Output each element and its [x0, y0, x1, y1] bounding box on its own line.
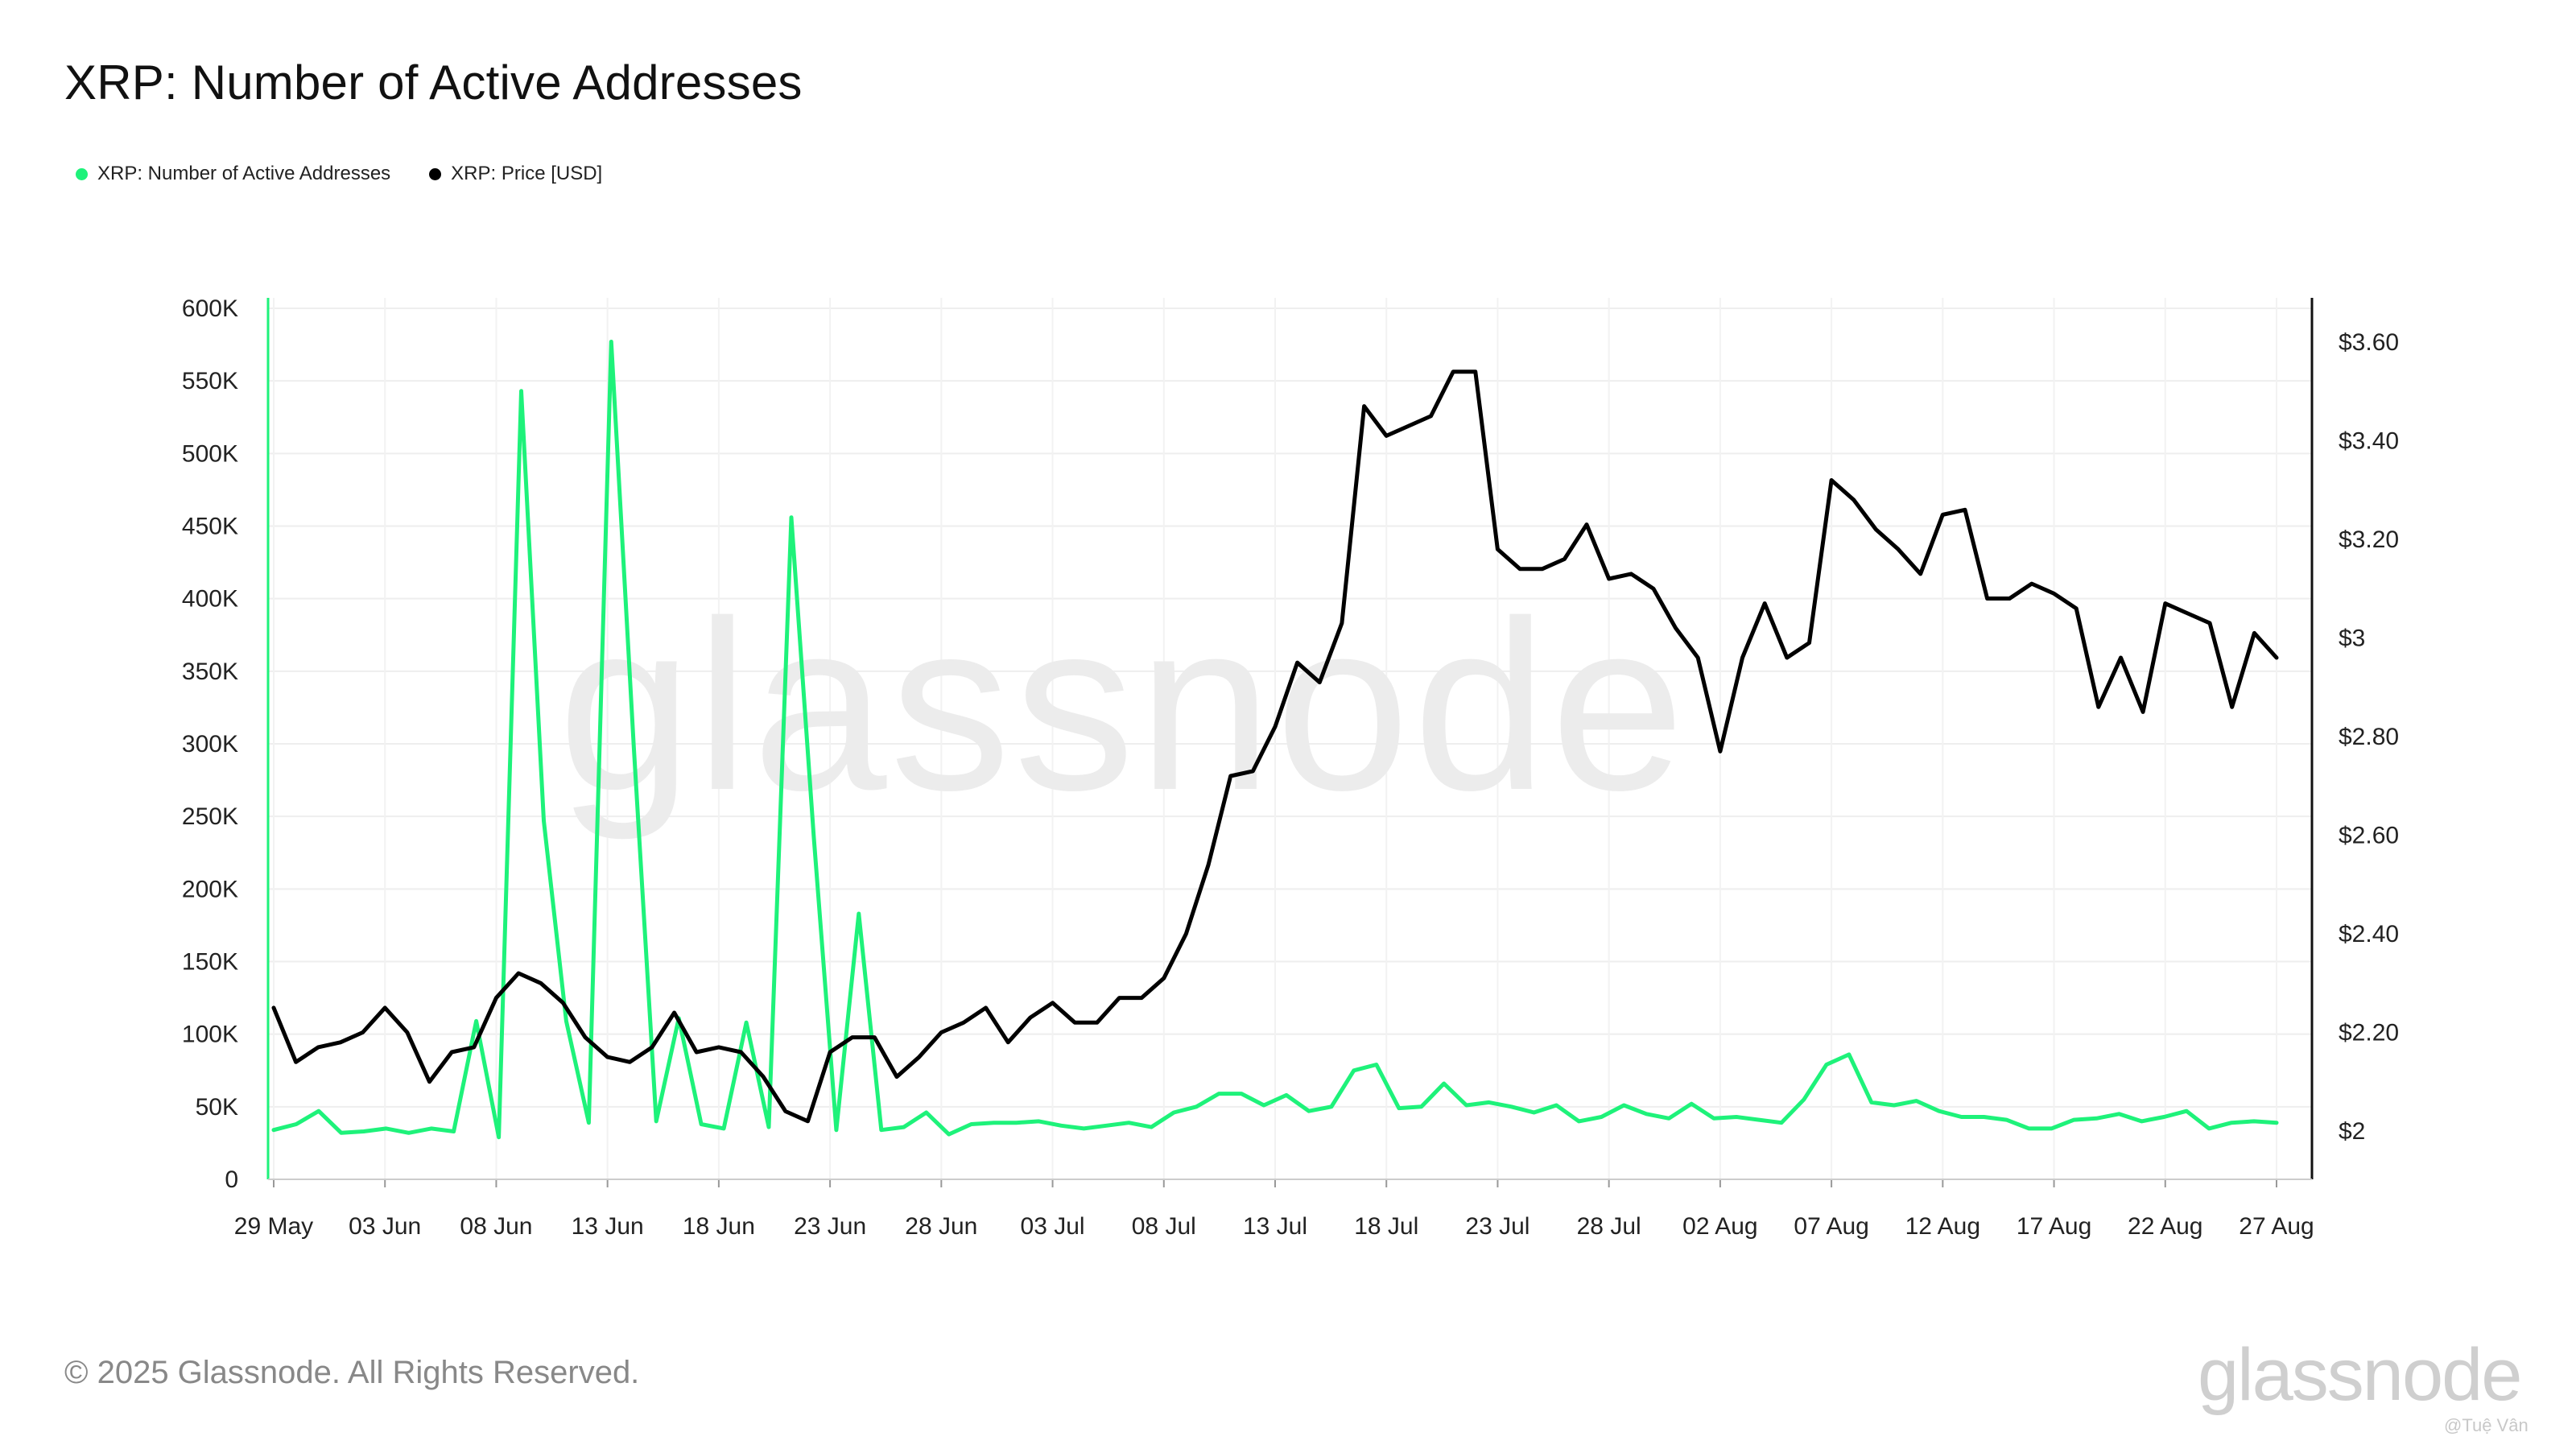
x-axis-tick-label: 29 May [234, 1213, 313, 1240]
series-line-price [271, 369, 2279, 1124]
legend-item-price[interactable]: XRP: Price [USD] [429, 163, 602, 185]
legend-marker-price [429, 167, 442, 180]
left-axis-tick-label: 600K [182, 295, 238, 322]
right-axis-tick-label: $3.40 [2339, 428, 2399, 455]
left-axis-tick-label: 300K [182, 731, 238, 758]
legend-label-price: XRP: Price [USD] [451, 163, 603, 184]
legend-label-active-addresses: XRP: Number of Active Addresses [97, 163, 391, 184]
x-axis-tick-label: 12 Aug [1905, 1213, 1980, 1240]
x-axis-tick-label: 08 Jun [460, 1213, 532, 1240]
left-axis-tick-label: 400K [182, 586, 238, 613]
copyright-footer: © 2025 Glassnode. All Rights Reserved. [64, 1355, 640, 1390]
x-axis-tick-label: 27 Aug [2239, 1213, 2314, 1240]
x-axis-tick-label: 28 Jun [905, 1213, 977, 1240]
chart-title: XRP: Number of Active Addresses [64, 56, 803, 109]
x-axis-tick-label: 28 Jul [1577, 1213, 1641, 1240]
right-axis-tick-label: $2.20 [2339, 1020, 2399, 1046]
right-axis-tick-label: $3.60 [2339, 329, 2399, 356]
right-axis-tick-label: $3 [2339, 625, 2365, 652]
right-axis-tick-label: $2 [2339, 1118, 2365, 1145]
left-axis-tick-label: 200K [182, 876, 238, 902]
x-axis-tick-label: 23 Jun [794, 1213, 866, 1240]
x-axis-tick-label: 13 Jun [572, 1213, 644, 1240]
legend-marker-active-addresses [76, 167, 88, 180]
x-axis-tick-label: 03 Jun [349, 1213, 421, 1240]
author-credit: @Tuệ Vân [2444, 1415, 2529, 1435]
left-axis-tick-label: 250K [182, 803, 238, 830]
left-axis-tick-label: 50K [196, 1094, 238, 1121]
x-axis-tick-label: 17 Aug [2017, 1213, 2091, 1240]
x-axis-tick-label: 03 Jul [1021, 1213, 1085, 1240]
left-axis-tick-label: 350K [182, 658, 238, 685]
right-axis-tick-label: $2.60 [2339, 823, 2399, 849]
axes [266, 298, 2314, 1187]
series-lines [271, 340, 2279, 1140]
glassnode-logo: glassnode [2198, 1334, 2522, 1416]
right-axis-tick-label: $3.20 [2339, 526, 2399, 553]
x-axis-tick-label: 22 Aug [2128, 1213, 2202, 1240]
right-axis-tick-label: $2.80 [2339, 724, 2399, 750]
x-axis-tick-label: 02 Aug [1682, 1213, 1757, 1240]
legend-item-active-addresses[interactable]: XRP: Number of Active Addresses [76, 163, 390, 185]
x-axis-tick-label: 18 Jun [683, 1213, 755, 1240]
left-axis-tick-label: 450K [182, 514, 238, 540]
x-axis-tick-label: 13 Jul [1243, 1213, 1307, 1240]
series-line-active-addresses [271, 340, 2279, 1140]
x-axis-tick-label: 23 Jul [1465, 1213, 1530, 1240]
left-axis-tick-label: 550K [182, 368, 238, 394]
x-axis-tick-label: 07 Aug [1794, 1213, 1868, 1240]
x-axis-tick-label: 18 Jul [1354, 1213, 1418, 1240]
left-axis-tick-label: 150K [182, 949, 238, 976]
right-axis-tick-label: $2.40 [2339, 921, 2399, 947]
left-axis-tick-label: 0 [225, 1166, 238, 1193]
x-axis-tick-label: 08 Jul [1132, 1213, 1196, 1240]
tick-labels: 0 50K 100K 150K 200K 250K 300K 350K 400K 450K 500K… [182, 295, 2399, 1240]
watermark: glassnode [558, 570, 1688, 842]
chart-legend: XRP: Number of Active Addresses XRP: Pri… [76, 163, 641, 185]
left-axis-tick-label: 500K [182, 440, 238, 467]
left-axis-tick-label: 100K [182, 1022, 238, 1048]
